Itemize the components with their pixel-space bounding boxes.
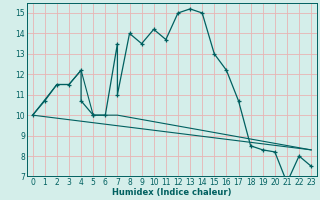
X-axis label: Humidex (Indice chaleur): Humidex (Indice chaleur) [112,188,232,197]
